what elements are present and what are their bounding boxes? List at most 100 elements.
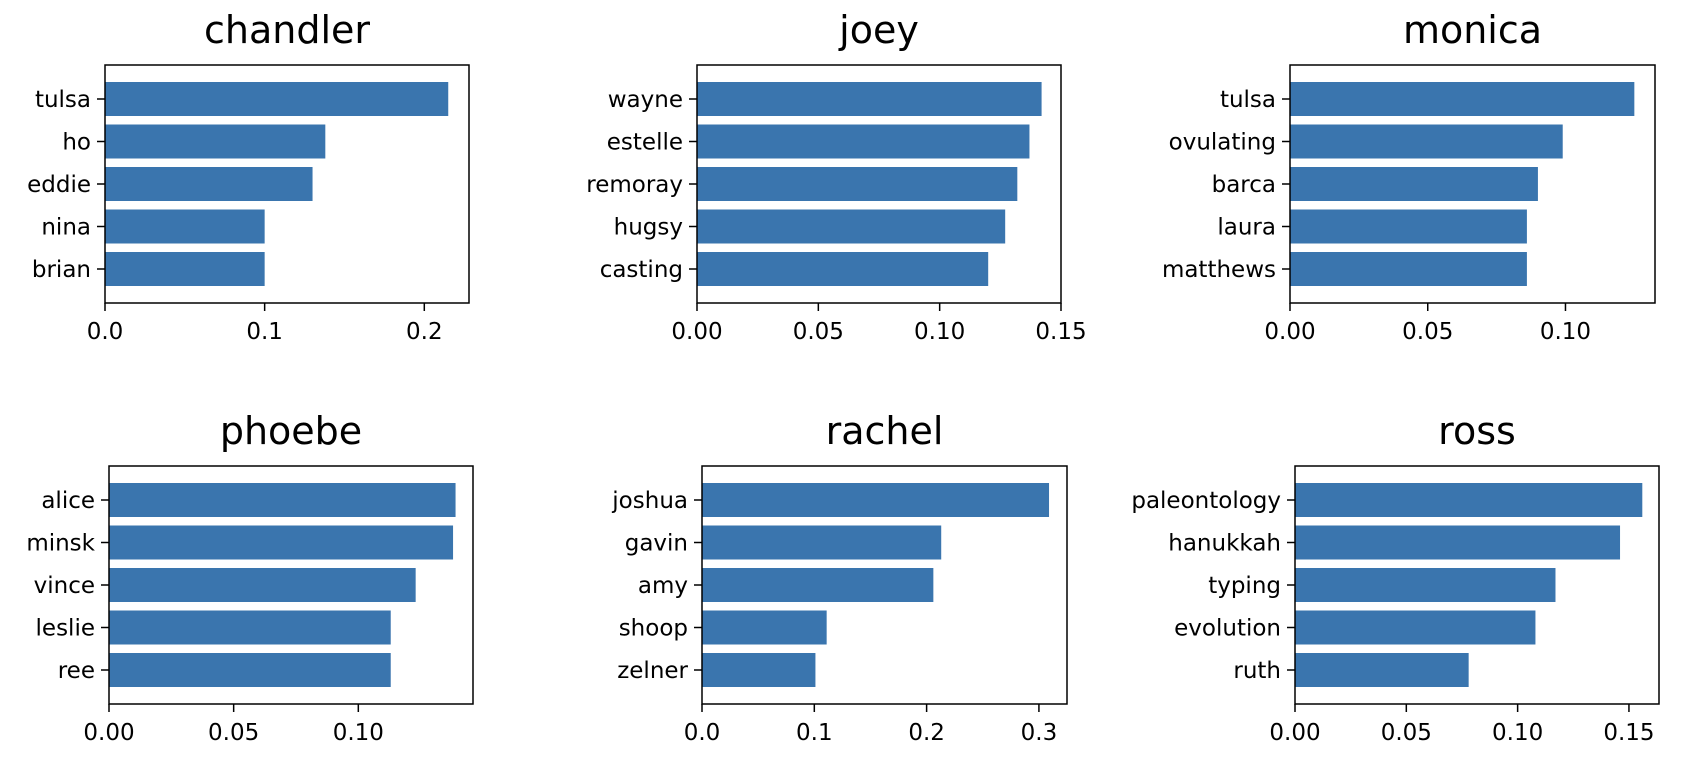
bar-leslie	[109, 610, 391, 645]
y-tick-label: typing	[1208, 573, 1281, 599]
y-tick-label: gavin	[625, 531, 688, 557]
x-tick-label: 0.05	[793, 319, 844, 345]
bar-tulsa	[1290, 82, 1635, 116]
x-tick-label: 0.2	[908, 720, 945, 746]
bar-ovulating	[1290, 124, 1563, 159]
axes-frame	[1294, 465, 1660, 705]
x-tick-label: 0.00	[671, 319, 722, 345]
bar-matthews	[1290, 252, 1527, 286]
subplot-title: rachel	[826, 409, 944, 453]
subplot-ross: ross paleontology hanukkah typing evolution r…	[1131, 409, 1660, 746]
bar-nina	[105, 209, 265, 244]
bar-eddie	[105, 167, 313, 201]
y-tick-label: barca	[1212, 172, 1276, 198]
subplot-monica: monica tulsa ovulating barca laura matthews 0.…	[1162, 8, 1656, 345]
x-tick-label: 0.0	[87, 319, 124, 345]
bar-ho	[105, 124, 326, 159]
subplot-title: chandler	[204, 8, 370, 52]
bar-tulsa	[105, 82, 449, 116]
bar-hanukkah	[1295, 525, 1621, 560]
y-tick-label: estelle	[607, 130, 683, 156]
bar-barca	[1290, 167, 1538, 201]
x-tick-label: 0.00	[1264, 319, 1315, 345]
y-tick-label: remoray	[586, 172, 683, 198]
y-tick-label: tulsa	[35, 87, 91, 113]
x-tick-label: 0.10	[333, 720, 384, 746]
y-tick-label: ree	[58, 658, 95, 684]
axes-frame	[696, 64, 1062, 304]
y-tick-label: casting	[600, 257, 683, 283]
x-tick-label: 0.05	[1402, 319, 1453, 345]
y-tick-label: brian	[32, 257, 91, 283]
y-tick-label: alice	[41, 488, 95, 514]
y-tick-label: minsk	[26, 531, 95, 557]
y-tick-label: leslie	[36, 616, 95, 642]
bar-remoray	[697, 167, 1018, 201]
bar-joshua	[702, 483, 1050, 517]
bar-paleontology	[1295, 483, 1643, 517]
bar-minsk	[109, 525, 454, 560]
y-tick-label: joshua	[611, 488, 688, 514]
bar-ruth	[1295, 653, 1469, 687]
bar-amy	[702, 568, 934, 602]
bar-hugsy	[697, 209, 1006, 244]
bar-typing	[1295, 568, 1556, 602]
x-tick-label: 0.10	[1492, 720, 1543, 746]
x-tick-label: 0.00	[1269, 720, 1320, 746]
y-tick-label: matthews	[1162, 257, 1276, 283]
x-tick-label: 0.15	[1603, 720, 1654, 746]
y-tick-label: nina	[41, 215, 91, 241]
subplot-rachel: rachel joshua gavin amy shoop zelner 0.0 0.1 0.2…	[611, 409, 1068, 746]
subplot-phoebe: phoebe alice minsk vince leslie ree 0.00 0.05 0.…	[26, 409, 474, 746]
subplot-chandler: chandler tulsa ho eddie nina brian 0.0 0.1 0.2	[27, 8, 470, 345]
y-tick-label: amy	[638, 573, 688, 599]
axes-frame	[108, 465, 474, 705]
axes-frame	[701, 465, 1068, 705]
subplot-title: ross	[1438, 409, 1516, 453]
y-tick-label: hugsy	[614, 215, 683, 241]
x-tick-label: 0.1	[246, 319, 283, 345]
bar-brian	[105, 252, 265, 286]
subplot-title: joey	[838, 8, 919, 52]
subplot-title: monica	[1403, 8, 1542, 52]
y-tick-label: ho	[62, 130, 91, 156]
bar-evolution	[1295, 610, 1536, 645]
x-tick-label: 0.3	[1021, 720, 1058, 746]
bar-vince	[109, 568, 416, 602]
y-tick-label: ovulating	[1169, 130, 1276, 156]
x-tick-label: 0.1	[796, 720, 833, 746]
subplot-title: phoebe	[220, 409, 362, 453]
y-tick-label: laura	[1217, 215, 1276, 241]
y-tick-label: vince	[34, 573, 95, 599]
x-tick-label: 0.10	[914, 319, 965, 345]
y-tick-label: eddie	[27, 172, 91, 198]
bar-ree	[109, 653, 391, 687]
y-tick-label: tulsa	[1220, 87, 1276, 113]
axes-frame	[104, 64, 470, 304]
bar-laura	[1290, 209, 1527, 244]
x-tick-label: 0.10	[1540, 319, 1591, 345]
x-tick-label: 0.05	[1381, 720, 1432, 746]
bar-gavin	[702, 525, 942, 560]
x-tick-label: 0.2	[406, 319, 443, 345]
y-tick-label: paleontology	[1131, 488, 1281, 514]
x-tick-label: 0.0	[684, 720, 721, 746]
x-tick-label: 0.05	[208, 720, 259, 746]
bar-zelner	[702, 653, 816, 687]
y-tick-label: zelner	[617, 658, 688, 684]
bar-casting	[697, 252, 989, 286]
bar-estelle	[697, 124, 1030, 159]
y-tick-label: hanukkah	[1168, 531, 1281, 557]
bar-wayne	[697, 82, 1042, 116]
axes-frame	[1289, 64, 1656, 304]
y-tick-label: wayne	[608, 87, 683, 113]
y-tick-label: ruth	[1233, 658, 1281, 684]
y-tick-label: evolution	[1174, 616, 1281, 642]
y-tick-label: shoop	[619, 616, 688, 642]
bar-shoop	[702, 610, 827, 645]
x-tick-label: 0.00	[83, 720, 134, 746]
bar-alice	[109, 483, 456, 517]
subplot-joey: joey wayne estelle remoray hugsy casting 0.00 0…	[586, 8, 1086, 345]
x-tick-label: 0.15	[1035, 319, 1086, 345]
